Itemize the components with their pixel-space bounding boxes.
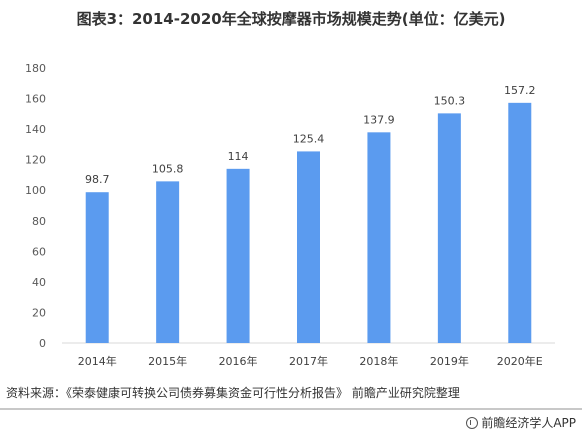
y-tick-label: 100 <box>25 184 46 197</box>
bar-value-label: 114 <box>228 150 249 163</box>
x-tick-label: 2018年 <box>359 354 398 368</box>
x-tick-label: 2014年 <box>78 354 117 368</box>
label-layer: 98.7 2014年 105.8 2015年 114 2016年 125.4 2017年 137… <box>78 84 543 368</box>
y-tick-label: 140 <box>25 123 46 136</box>
x-tick-label: 2015年 <box>148 354 187 368</box>
data-source-note: 资料来源：《荣泰健康可转换公司债券募集资金可行性分析报告》 前瞻产业研究院整理 <box>6 386 460 400</box>
x-tick-label: 2020年E <box>497 354 543 368</box>
bar-value-label: 105.8 <box>152 162 184 175</box>
y-tick-label: 80 <box>32 215 46 228</box>
bar-layer <box>85 102 532 343</box>
bar-value-label: 98.7 <box>85 173 110 186</box>
brand-footer: 前瞻经济学人APP <box>466 414 576 431</box>
brand-name: 前瞻经济学人APP <box>481 416 576 430</box>
y-tick-label: 20 <box>32 306 46 319</box>
bar-value-label: 150.3 <box>434 94 466 107</box>
y-tick-label: 60 <box>32 245 46 258</box>
chart-title: 图表3：2014-2020年全球按摩器市场规模走势(单位：亿美元) <box>76 10 506 28</box>
x-tick-label: 2017年 <box>289 354 328 368</box>
bar-1 <box>156 181 180 343</box>
y-tick-label: 120 <box>25 154 46 167</box>
bar-4 <box>367 132 391 343</box>
y-tick-label: 40 <box>32 276 46 289</box>
y-tick-label: 160 <box>25 93 46 106</box>
qianzhan-logo-icon <box>466 416 479 429</box>
footer-divider <box>0 408 582 410</box>
bar-3 <box>297 151 320 343</box>
bar-5 <box>437 113 461 343</box>
x-tick-label: 2019年 <box>430 354 469 368</box>
y-tick-label: 0 <box>39 337 46 350</box>
y-tick-label: 180 <box>25 62 46 75</box>
bar-2 <box>226 168 250 343</box>
bar-0 <box>85 192 109 343</box>
bar-6 <box>508 102 532 343</box>
bar-value-label: 137.9 <box>363 113 395 126</box>
x-tick-label: 2016年 <box>219 354 258 368</box>
bar-value-label: 125.4 <box>293 132 325 145</box>
bar-value-label: 157.2 <box>504 84 536 97</box>
